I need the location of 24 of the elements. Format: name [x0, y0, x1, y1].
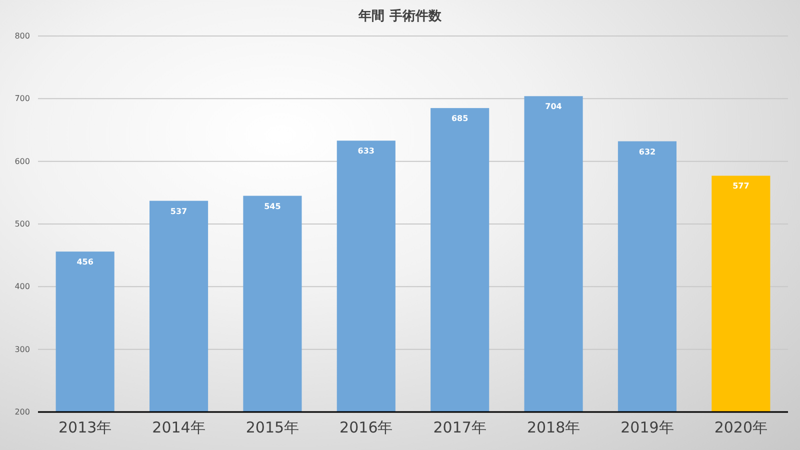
- chart-title: 年間 手術件数: [358, 8, 442, 24]
- y-tick-label: 400: [14, 282, 30, 292]
- y-tick-label: 200: [14, 408, 30, 417]
- x-tick-label: 2013年: [58, 418, 112, 437]
- x-tick-label: 2014年: [152, 418, 206, 437]
- x-tick-label: 2019年: [620, 418, 674, 437]
- y-tick-label: 700: [14, 94, 30, 104]
- data-label: 632: [638, 147, 656, 156]
- y-tick-label: 600: [14, 156, 30, 166]
- x-tick-label: 2015年: [246, 418, 300, 437]
- y-tick-label: 300: [14, 344, 30, 354]
- y-tick-label: 800: [14, 32, 30, 41]
- x-tick-label: 2016年: [340, 418, 393, 437]
- data-label: 456: [76, 258, 94, 267]
- data-label: 545: [264, 202, 282, 211]
- data-label: 577: [732, 182, 750, 191]
- y-tick-label: 500: [14, 220, 30, 229]
- x-tick-label: 2020年: [714, 418, 768, 437]
- data-label: 633: [358, 146, 375, 156]
- data-label: 704: [545, 102, 562, 112]
- data-label: 537: [170, 206, 188, 216]
- data-label: 685: [451, 114, 469, 124]
- x-tick-label: 2018年: [526, 418, 580, 437]
- x-tick-label: 2017年: [433, 418, 486, 437]
